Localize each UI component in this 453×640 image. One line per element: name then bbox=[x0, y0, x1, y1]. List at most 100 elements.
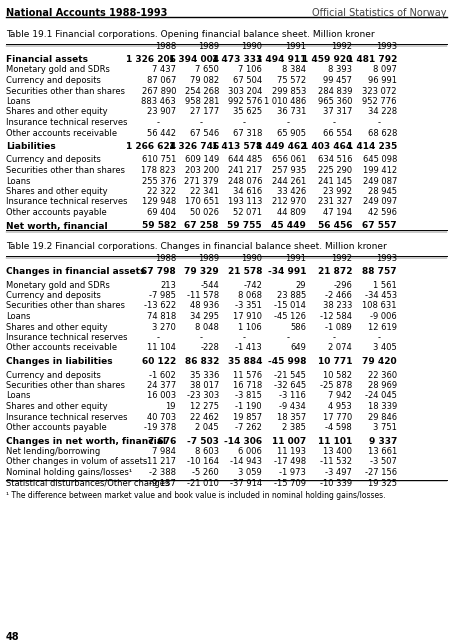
Text: -228: -228 bbox=[200, 344, 219, 353]
Text: 965 360: 965 360 bbox=[318, 97, 352, 106]
Text: -5 260: -5 260 bbox=[192, 468, 219, 477]
Text: 3 059: 3 059 bbox=[238, 468, 262, 477]
Text: 1 473 333: 1 473 333 bbox=[212, 55, 262, 64]
Text: -9 006: -9 006 bbox=[370, 312, 397, 321]
Text: 649: 649 bbox=[290, 344, 306, 353]
Text: Changes in liabilities: Changes in liabilities bbox=[6, 357, 113, 366]
Text: 8 603: 8 603 bbox=[195, 447, 219, 456]
Text: -2 388: -2 388 bbox=[149, 468, 176, 477]
Text: Shares and other equity: Shares and other equity bbox=[6, 323, 108, 332]
Text: -14 306: -14 306 bbox=[224, 436, 262, 445]
Text: 67 546: 67 546 bbox=[190, 129, 219, 138]
Text: -21 545: -21 545 bbox=[274, 371, 306, 380]
Text: 35 625: 35 625 bbox=[233, 108, 262, 116]
Text: -: - bbox=[333, 333, 336, 342]
Text: Insurance technical reserves: Insurance technical reserves bbox=[6, 413, 127, 422]
Text: Monetary gold and SDRs: Monetary gold and SDRs bbox=[6, 65, 110, 74]
Text: Net lending/borrowing: Net lending/borrowing bbox=[6, 447, 100, 456]
Text: 45 449: 45 449 bbox=[271, 221, 306, 230]
Text: 68 628: 68 628 bbox=[368, 129, 397, 138]
Text: 79 082: 79 082 bbox=[190, 76, 219, 85]
Text: 34 295: 34 295 bbox=[190, 312, 219, 321]
Text: -3 116: -3 116 bbox=[279, 392, 306, 401]
Text: 79 420: 79 420 bbox=[362, 357, 397, 366]
Text: -1 190: -1 190 bbox=[236, 402, 262, 411]
Text: 2 385: 2 385 bbox=[282, 423, 306, 432]
Text: 7 106: 7 106 bbox=[238, 65, 262, 74]
Text: 19 325: 19 325 bbox=[368, 479, 397, 488]
Text: 8 048: 8 048 bbox=[195, 323, 219, 332]
Text: Changes in net worth, financial: Changes in net worth, financial bbox=[6, 436, 166, 445]
Text: 1 481 792: 1 481 792 bbox=[347, 55, 397, 64]
Text: -1 089: -1 089 bbox=[325, 323, 352, 332]
Text: 610 751: 610 751 bbox=[142, 156, 176, 164]
Text: -34 453: -34 453 bbox=[365, 291, 397, 300]
Text: 108 631: 108 631 bbox=[362, 301, 397, 310]
Text: Loans: Loans bbox=[6, 392, 30, 401]
Text: 212 970: 212 970 bbox=[272, 198, 306, 207]
Text: Other accounts receivable: Other accounts receivable bbox=[6, 129, 117, 138]
Text: 958 281: 958 281 bbox=[185, 97, 219, 106]
Text: Currency and deposits: Currency and deposits bbox=[6, 156, 101, 164]
Text: 244 261: 244 261 bbox=[272, 177, 306, 186]
Text: 1 561: 1 561 bbox=[373, 280, 397, 289]
Text: 29: 29 bbox=[295, 280, 306, 289]
Text: 23 885: 23 885 bbox=[277, 291, 306, 300]
Text: 66 554: 66 554 bbox=[323, 129, 352, 138]
Text: -34 991: -34 991 bbox=[268, 267, 306, 276]
Text: Monetary gold and SDRs: Monetary gold and SDRs bbox=[6, 280, 110, 289]
Text: 7 437: 7 437 bbox=[152, 65, 176, 74]
Text: -296: -296 bbox=[333, 280, 352, 289]
Text: -9 137: -9 137 bbox=[149, 479, 176, 488]
Text: 1993: 1993 bbox=[376, 42, 397, 51]
Text: -11 532: -11 532 bbox=[320, 458, 352, 467]
Text: Securities other than shares: Securities other than shares bbox=[6, 381, 125, 390]
Text: 3 751: 3 751 bbox=[373, 423, 397, 432]
Text: -27 156: -27 156 bbox=[365, 468, 397, 477]
Text: 17 910: 17 910 bbox=[233, 312, 262, 321]
Text: 1 266 624: 1 266 624 bbox=[126, 142, 176, 151]
Text: 1992: 1992 bbox=[331, 42, 352, 51]
Text: 2 074: 2 074 bbox=[328, 344, 352, 353]
Text: -3 351: -3 351 bbox=[235, 301, 262, 310]
Text: Loans: Loans bbox=[6, 177, 30, 186]
Text: 7 676: 7 676 bbox=[148, 436, 176, 445]
Text: 2 045: 2 045 bbox=[195, 423, 219, 432]
Text: 27 177: 27 177 bbox=[190, 108, 219, 116]
Text: 67 504: 67 504 bbox=[233, 76, 262, 85]
Text: Other changes in volum of assets: Other changes in volum of assets bbox=[6, 458, 147, 467]
Text: 52 071: 52 071 bbox=[233, 208, 262, 217]
Text: 303 204: 303 204 bbox=[227, 86, 262, 95]
Text: 1 414 235: 1 414 235 bbox=[347, 142, 397, 151]
Text: 38 017: 38 017 bbox=[190, 381, 219, 390]
Text: -12 584: -12 584 bbox=[320, 312, 352, 321]
Text: 21 872: 21 872 bbox=[318, 267, 352, 276]
Text: 299 853: 299 853 bbox=[272, 86, 306, 95]
Text: -: - bbox=[242, 333, 246, 342]
Text: Liabilities: Liabilities bbox=[6, 142, 56, 151]
Text: 231 327: 231 327 bbox=[318, 198, 352, 207]
Text: 586: 586 bbox=[290, 323, 306, 332]
Text: 16 003: 16 003 bbox=[147, 392, 176, 401]
Text: 11 576: 11 576 bbox=[233, 371, 262, 380]
Text: Currency and deposits: Currency and deposits bbox=[6, 291, 101, 300]
Text: 67 318: 67 318 bbox=[233, 129, 262, 138]
Text: 129 948: 129 948 bbox=[142, 198, 176, 207]
Text: 1988: 1988 bbox=[155, 254, 176, 263]
Text: 656 061: 656 061 bbox=[271, 156, 306, 164]
Text: 18 339: 18 339 bbox=[368, 402, 397, 411]
Text: 48 936: 48 936 bbox=[190, 301, 219, 310]
Text: 1989: 1989 bbox=[198, 42, 219, 51]
Text: 1991: 1991 bbox=[285, 42, 306, 51]
Text: -25 878: -25 878 bbox=[320, 381, 352, 390]
Text: 1 494 911: 1 494 911 bbox=[255, 55, 306, 64]
Text: 3 270: 3 270 bbox=[152, 323, 176, 332]
Text: 284 839: 284 839 bbox=[318, 86, 352, 95]
Text: Securities other than shares: Securities other than shares bbox=[6, 86, 125, 95]
Text: 1989: 1989 bbox=[198, 254, 219, 263]
Text: 22 341: 22 341 bbox=[190, 187, 219, 196]
Text: -: - bbox=[286, 118, 289, 127]
Text: 241 145: 241 145 bbox=[318, 177, 352, 186]
Text: -10 339: -10 339 bbox=[320, 479, 352, 488]
Text: Official Statistics of Norway: Official Statistics of Norway bbox=[313, 8, 447, 18]
